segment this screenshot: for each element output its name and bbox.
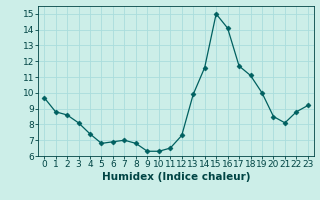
X-axis label: Humidex (Indice chaleur): Humidex (Indice chaleur)	[102, 172, 250, 182]
